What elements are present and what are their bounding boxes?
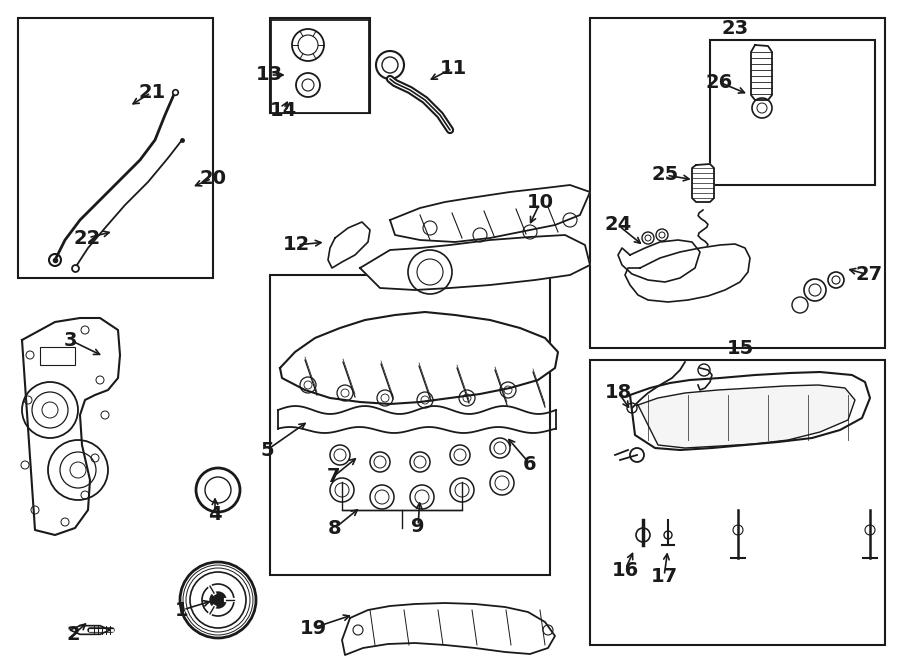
Text: 5: 5 bbox=[260, 440, 274, 459]
Text: 6: 6 bbox=[523, 455, 536, 473]
Bar bbox=[40, 347, 75, 365]
Text: 4: 4 bbox=[208, 506, 221, 524]
Polygon shape bbox=[280, 312, 558, 404]
Text: 17: 17 bbox=[651, 567, 678, 587]
Polygon shape bbox=[328, 222, 370, 268]
Bar bbox=[710, 40, 875, 185]
Text: 25: 25 bbox=[652, 166, 679, 185]
Text: 8: 8 bbox=[328, 518, 342, 538]
Bar bbox=[270, 18, 370, 113]
Polygon shape bbox=[630, 372, 870, 450]
Text: 2: 2 bbox=[67, 626, 80, 645]
Polygon shape bbox=[390, 185, 590, 242]
Polygon shape bbox=[638, 385, 855, 448]
Bar bbox=[590, 18, 885, 348]
Polygon shape bbox=[692, 164, 714, 202]
Text: 9: 9 bbox=[411, 518, 425, 536]
Polygon shape bbox=[22, 318, 120, 535]
Polygon shape bbox=[360, 235, 590, 290]
Text: 16: 16 bbox=[611, 561, 639, 579]
Text: 14: 14 bbox=[269, 101, 297, 120]
Polygon shape bbox=[618, 240, 700, 282]
Polygon shape bbox=[342, 603, 555, 655]
Text: 7: 7 bbox=[326, 467, 340, 487]
Circle shape bbox=[210, 592, 226, 608]
Bar bbox=[270, 275, 550, 575]
Text: 21: 21 bbox=[139, 83, 166, 101]
Text: 3: 3 bbox=[63, 330, 76, 350]
Text: 12: 12 bbox=[283, 236, 310, 254]
Text: 13: 13 bbox=[256, 66, 283, 85]
Text: 11: 11 bbox=[439, 58, 466, 77]
Bar bbox=[590, 360, 885, 645]
Polygon shape bbox=[625, 244, 750, 302]
Text: 18: 18 bbox=[605, 383, 632, 401]
Text: 19: 19 bbox=[300, 618, 327, 638]
Text: 23: 23 bbox=[722, 19, 749, 38]
Text: 22: 22 bbox=[74, 228, 101, 248]
Polygon shape bbox=[751, 45, 772, 100]
Bar bbox=[18, 18, 213, 278]
Text: 27: 27 bbox=[855, 265, 883, 285]
Text: 15: 15 bbox=[726, 338, 753, 357]
Text: 10: 10 bbox=[526, 193, 554, 213]
Text: 24: 24 bbox=[605, 216, 632, 234]
Text: 20: 20 bbox=[200, 169, 227, 187]
Text: 26: 26 bbox=[706, 73, 733, 91]
Text: 1: 1 bbox=[176, 600, 189, 620]
Bar bbox=[271, 20, 369, 113]
